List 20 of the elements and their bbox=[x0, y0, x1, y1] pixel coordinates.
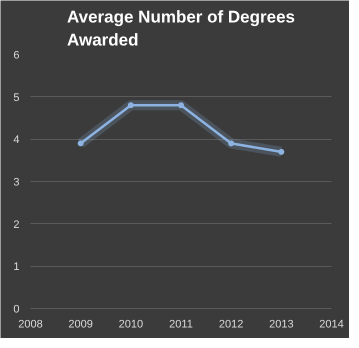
point bbox=[278, 148, 284, 155]
y-tick-label: 5 bbox=[13, 92, 20, 104]
x-tick-label: 2013 bbox=[269, 318, 294, 330]
x-tick-label: 2009 bbox=[68, 318, 93, 330]
x-tick-label: 2012 bbox=[218, 318, 244, 330]
y-tick-label: 3 bbox=[13, 176, 20, 188]
point bbox=[178, 102, 184, 108]
y-tick-label: 6 bbox=[13, 50, 20, 62]
x-tick-label: 2010 bbox=[118, 318, 144, 330]
y-tick-label: 1 bbox=[13, 261, 20, 274]
x-tick-label: 2014 bbox=[319, 318, 344, 330]
point bbox=[128, 102, 134, 108]
y-tick-label: 2 bbox=[13, 218, 20, 231]
point bbox=[78, 140, 84, 146]
y-tick-label: 0 bbox=[13, 304, 20, 316]
y-tick-label: 4 bbox=[13, 134, 20, 146]
chart-title: Average Number of Degrees Awarded bbox=[66, 8, 296, 50]
x-tick-label: 2011 bbox=[169, 318, 193, 330]
x-tick-label: 2008 bbox=[18, 318, 43, 330]
point bbox=[228, 140, 234, 146]
